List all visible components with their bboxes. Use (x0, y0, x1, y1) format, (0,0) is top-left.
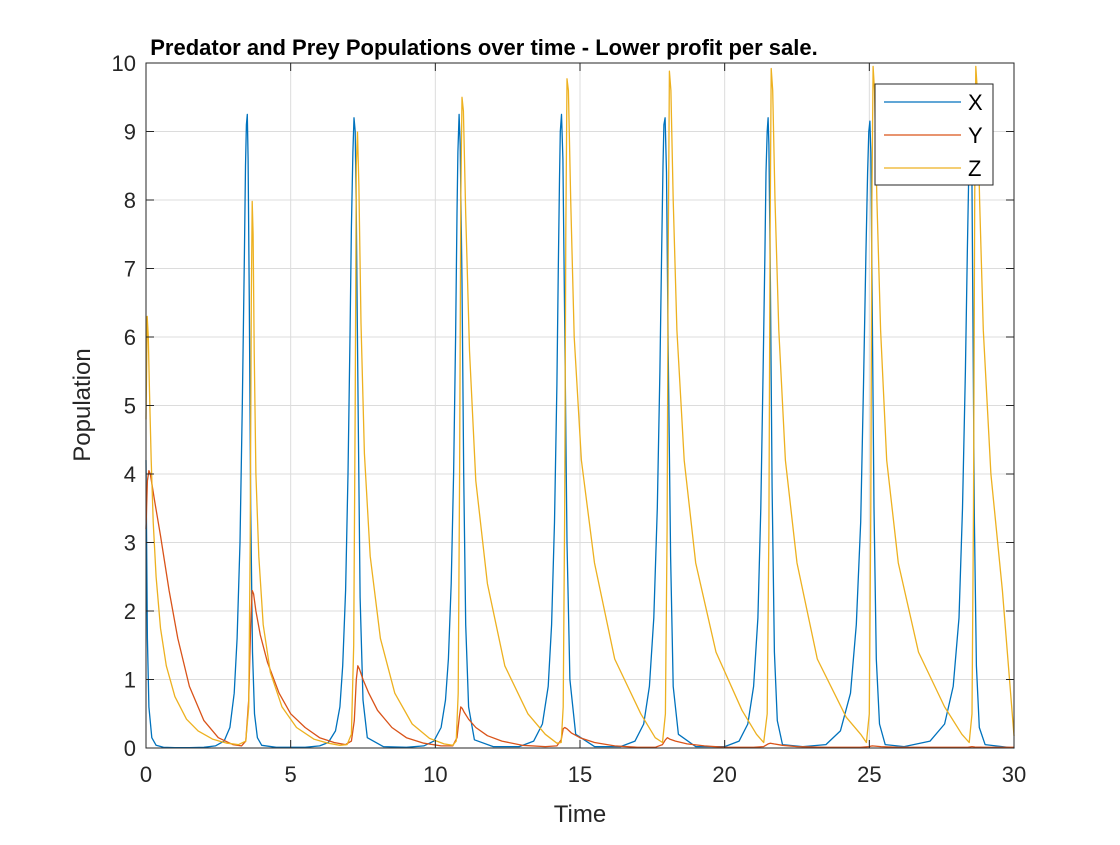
x-tick-label: 0 (140, 762, 152, 787)
legend-label-y: Y (968, 123, 983, 148)
y-tick-label: 10 (112, 51, 136, 76)
x-tick-label: 15 (568, 762, 592, 787)
series-line-y (145, 469, 1015, 748)
legend-entries: XYZ (884, 90, 983, 181)
x-tick-label: 10 (423, 762, 447, 787)
y-axis-label: Population (69, 348, 96, 461)
x-tick-label: 20 (712, 762, 736, 787)
x-tick-label: 30 (1002, 762, 1026, 787)
y-tick-label: 4 (124, 462, 136, 487)
y-tick-label: 0 (124, 736, 136, 761)
y-tick-label: 1 (124, 668, 136, 693)
legend-label-x: X (968, 90, 983, 115)
x-tick-label: 25 (857, 762, 881, 787)
ticks: 0 5 10 15 20 25 30 0 1 2 3 4 5 6 7 8 9 10 (112, 51, 1027, 787)
series-line-z (145, 65, 1015, 746)
x-axis-label: Time (554, 801, 606, 828)
series-line-x (145, 113, 1015, 749)
legend: XYZ (874, 83, 994, 186)
y-tick-label: 3 (124, 531, 136, 556)
chart-title: Predator and Prey Populations over time … (150, 35, 818, 60)
y-tick-label: 8 (124, 188, 136, 213)
series-layer (145, 65, 1015, 749)
y-tick-label: 2 (124, 599, 136, 624)
y-tick-label: 6 (124, 325, 136, 350)
y-tick-label: 5 (124, 394, 136, 419)
legend-label-z: Z (968, 156, 981, 181)
y-tick-label: 7 (124, 257, 136, 282)
x-tick-label: 5 (285, 762, 297, 787)
y-tick-label: 9 (124, 120, 136, 145)
